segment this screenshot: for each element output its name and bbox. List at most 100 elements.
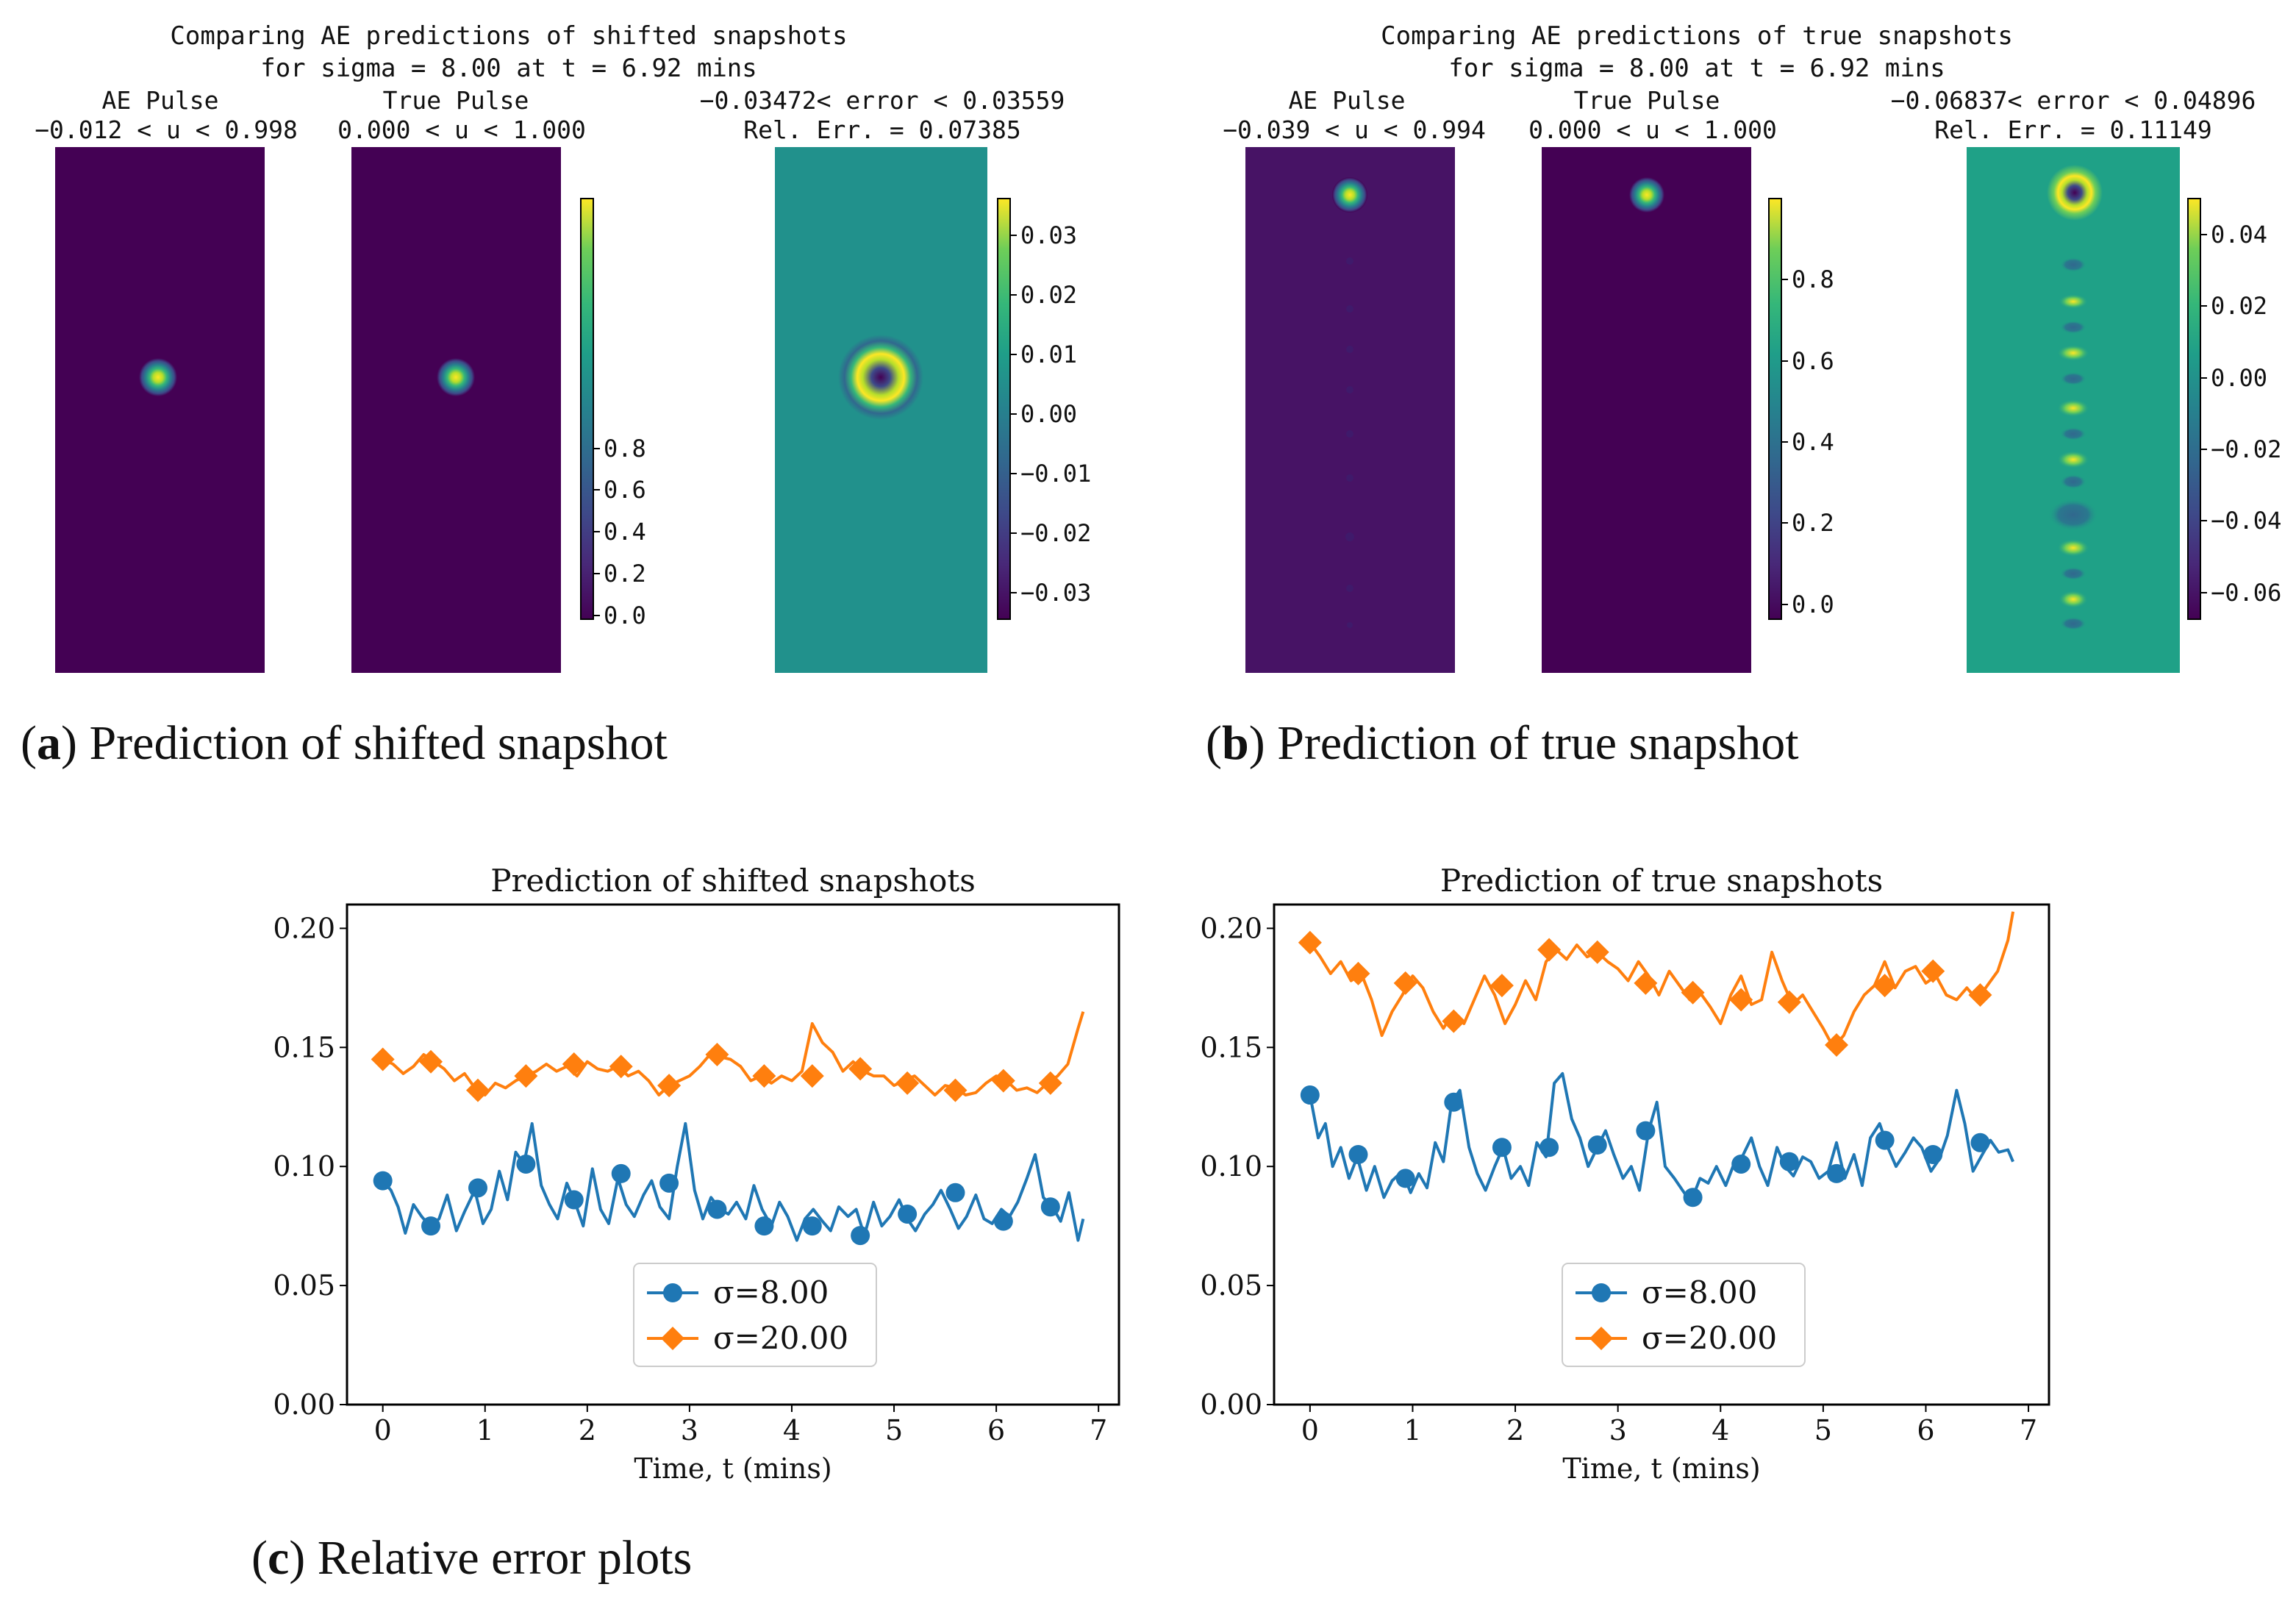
x-tick-label: 4 bbox=[783, 1414, 801, 1447]
colorbar-tick-label: 0.8 bbox=[1792, 265, 1834, 293]
series-marker bbox=[895, 1071, 920, 1095]
series-marker bbox=[1348, 1145, 1368, 1164]
caption-b-text: Prediction of true snapshot bbox=[1277, 716, 1798, 770]
ae-pulse-range: −0.012 < u < 0.998 bbox=[35, 115, 298, 144]
x-tick-label: 2 bbox=[1506, 1414, 1524, 1447]
series-marker bbox=[1585, 940, 1609, 964]
legend-box bbox=[633, 1263, 877, 1367]
error-colorbar-ticks-b: −0.06 −0.04 −0.02 0.00 0.02 0.04 bbox=[2200, 221, 2281, 607]
legend-marker bbox=[1592, 1283, 1611, 1302]
colorbar-tick-label: 0.2 bbox=[1792, 509, 1834, 537]
colorbar-tick-label: 0.4 bbox=[604, 518, 646, 546]
caption-c: (c) Relative error plots bbox=[251, 1531, 692, 1585]
chart-title: Prediction of shifted snapshots bbox=[490, 863, 976, 899]
series-marker bbox=[514, 1064, 538, 1088]
u-colorbar bbox=[580, 198, 594, 620]
legend-label: σ=8.00 bbox=[713, 1274, 829, 1310]
series-marker bbox=[800, 1064, 824, 1088]
series-marker bbox=[1779, 1152, 1799, 1171]
colorbar-tick-label: 0.8 bbox=[604, 435, 646, 463]
series-marker bbox=[562, 1052, 586, 1076]
series-marker bbox=[707, 1199, 727, 1219]
x-tick-label: 2 bbox=[579, 1414, 596, 1447]
colorbar-tick-label: −0.01 bbox=[1020, 460, 1091, 488]
colorbar-tick-label: 0.03 bbox=[1020, 221, 1077, 249]
series-marker bbox=[1731, 1154, 1751, 1174]
series-marker bbox=[1537, 938, 1562, 962]
chart-title: Prediction of true snapshots bbox=[1440, 863, 1883, 899]
series-marker bbox=[1777, 990, 1801, 1014]
true-pulse-title-b: True Pulse bbox=[1574, 86, 1720, 115]
true-pulse-range-b: 0.000 < u < 1.000 bbox=[1528, 115, 1777, 144]
x-tick-label: 4 bbox=[1712, 1414, 1729, 1447]
series-marker bbox=[1395, 1169, 1415, 1188]
colorbar-tick-label: 0.02 bbox=[2211, 292, 2267, 320]
legend-marker bbox=[1589, 1327, 1613, 1350]
series-marker bbox=[371, 1047, 395, 1071]
caption-c-text: Relative error plots bbox=[318, 1531, 693, 1585]
y-tick-label: 0.15 bbox=[273, 1031, 335, 1063]
series-marker bbox=[564, 1190, 584, 1210]
ae-pulse-title: AE Pulse bbox=[102, 86, 219, 115]
u-colorbar-ticks-b: 0.0 0.2 0.4 0.6 0.8 bbox=[1781, 265, 1834, 618]
series-marker bbox=[1683, 1188, 1703, 1208]
caption-b-label: b bbox=[1222, 716, 1249, 770]
colorbar-tick-label: −0.03 bbox=[1020, 579, 1091, 607]
panel-b-title-line2: for sigma = 8.00 at t = 6.92 mins bbox=[1448, 54, 1945, 83]
ae-pulse-heatmap-b bbox=[1245, 147, 1455, 673]
x-tick-label: 1 bbox=[476, 1414, 494, 1447]
true-pulse-heatmap-b bbox=[1542, 147, 1751, 673]
colorbar-tick-label: 0.02 bbox=[1020, 281, 1077, 309]
series-marker bbox=[1636, 1121, 1656, 1141]
series-marker bbox=[468, 1178, 488, 1198]
x-tick-label: 0 bbox=[374, 1414, 392, 1447]
panel-a-title-line2: for sigma = 8.00 at t = 6.92 mins bbox=[260, 54, 757, 83]
series-marker bbox=[1038, 1071, 1062, 1095]
legend: σ=8.00 σ=20.00 bbox=[1562, 1263, 1806, 1367]
series-marker bbox=[752, 1064, 776, 1088]
series-marker bbox=[848, 1057, 873, 1081]
series-marker bbox=[1923, 1145, 1943, 1164]
true-pulse-title: True Pulse bbox=[383, 86, 529, 115]
series-marker bbox=[1825, 1033, 1849, 1057]
ae-pulse-title-b: AE Pulse bbox=[1289, 86, 1406, 115]
series-marker bbox=[516, 1154, 536, 1174]
x-tick-label: 5 bbox=[1814, 1414, 1832, 1447]
caption-a-text: Prediction of shifted snapshot bbox=[89, 716, 667, 770]
x-tick-label: 3 bbox=[681, 1414, 698, 1447]
ae-pulse-spot-b bbox=[1332, 177, 1367, 213]
series-marker bbox=[802, 1216, 822, 1236]
y-tick-label: 0.10 bbox=[1200, 1150, 1262, 1183]
y-tick-label: 0.00 bbox=[273, 1388, 335, 1421]
series-marker bbox=[754, 1216, 774, 1236]
series-marker bbox=[1040, 1197, 1060, 1217]
u-colorbar-ticks: 0.0 0.2 0.4 0.6 0.8 bbox=[593, 435, 646, 629]
series-marker bbox=[943, 1078, 968, 1102]
series-marker bbox=[1587, 1135, 1607, 1155]
error-artifacts-b bbox=[2048, 257, 2098, 630]
x-axis-label: Time, t (mins) bbox=[1562, 1452, 1760, 1485]
error-ring-b bbox=[2047, 165, 2103, 221]
x-tick-label: 1 bbox=[1403, 1414, 1421, 1447]
error-colorbar bbox=[997, 198, 1011, 620]
colorbar-tick-label: −0.02 bbox=[2211, 435, 2281, 463]
panel-a-title-line1: Comparing AE predictions of shifted snap… bbox=[170, 21, 847, 51]
colorbar-tick-label: 0.00 bbox=[1020, 400, 1077, 428]
caption-a: (a) Prediction of shifted snapshot bbox=[21, 716, 668, 770]
series-line bbox=[1309, 911, 2015, 1049]
ae-pulse-artifacts-b bbox=[1345, 257, 1354, 628]
x-tick-label: 5 bbox=[885, 1414, 903, 1447]
series-marker bbox=[1875, 1130, 1895, 1150]
colorbar-tick-label: 0.01 bbox=[1020, 340, 1077, 368]
series-marker bbox=[1489, 974, 1514, 998]
series-marker bbox=[1492, 1138, 1512, 1158]
true-pulse-heatmap bbox=[351, 147, 561, 673]
y-tick-label: 0.15 bbox=[1200, 1031, 1262, 1063]
legend-label: σ=20.00 bbox=[713, 1320, 848, 1356]
ae-pulse-heatmap bbox=[55, 147, 265, 673]
series-marker bbox=[898, 1204, 918, 1224]
legend: σ=8.00 σ=20.00 bbox=[633, 1263, 877, 1367]
true-pulse-spot-b bbox=[1629, 177, 1664, 213]
plot-frame bbox=[346, 903, 1120, 1406]
